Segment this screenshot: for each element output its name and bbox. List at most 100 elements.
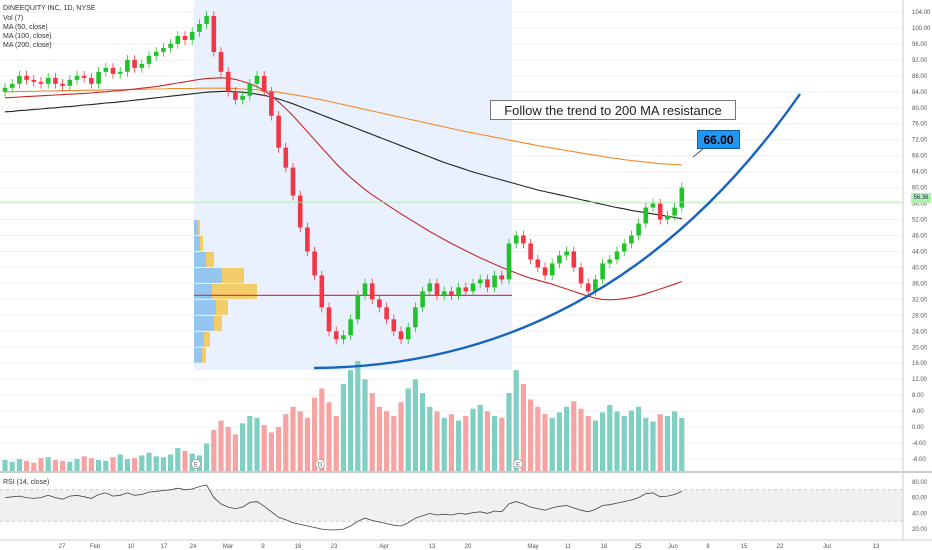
time-tick-label: 9 [261,544,265,550]
volume-bar [283,414,289,471]
volume-bar [247,416,253,471]
target-pointer [692,148,704,158]
candles [0,11,903,345]
volume-bar [499,417,505,471]
time-tick-label: 24 [190,544,197,550]
time-tick-label: Mar [223,544,233,550]
volume-bar [434,411,440,471]
price-tick-label: 12.00 [912,377,928,383]
volume-bar [513,370,519,471]
volume-bar [218,420,224,471]
time-tick-label: 17 [161,544,168,550]
candle-body [146,55,152,64]
candle-body [204,15,209,24]
candle-body [24,75,29,80]
volume-bar [333,416,339,471]
time-tick-label: May [527,544,538,550]
volume-bar [657,414,663,471]
volume-profile-buy [194,283,212,299]
event-marker [191,459,201,469]
volume-bar [578,408,584,471]
candle-body [621,243,627,252]
volume-bar [636,406,642,471]
candle-body [672,207,677,216]
candle-body [492,275,497,288]
volume-profile-buy [194,236,200,251]
candle-body [175,35,181,44]
volume-bar [261,425,267,471]
time-tick-label: 13 [873,544,880,550]
volume-bar [355,361,361,471]
time-tick-label: Apr [379,544,388,550]
volume-bar [520,383,526,471]
candle-body [218,51,224,72]
indicator-vol[interactable]: Vol (7) [3,15,24,22]
candle-body [528,243,533,260]
candle-body [110,67,116,74]
volume-bar [391,416,397,471]
rsi-label[interactable]: RSI (14, close) [3,479,50,486]
volume-profile-sell [202,347,206,363]
candle-body [96,71,101,84]
time-tick-label: Feb [90,544,101,550]
candle-body [348,319,353,336]
volume-bar [484,411,490,471]
indicator-ma50[interactable]: MA (50, close) [3,24,48,31]
volume-bar [441,417,447,471]
candle-body [103,67,109,72]
volume-bar [96,460,102,471]
candle-body [477,279,483,284]
candle-body [161,47,166,52]
candle-body [17,75,22,84]
time-tick-label: 13 [429,544,436,550]
volume-bar [24,460,30,471]
volume-bar [405,388,411,471]
candle-body [585,283,591,292]
time-tick-label: 23 [331,544,338,550]
time-tick-label: 15 [741,544,748,550]
price-tick-label: 4.00 [912,409,924,415]
volume-bar [268,432,274,471]
indicator-ma100[interactable]: MA (100, close) [3,33,52,40]
candle-body [657,203,663,220]
candle-body [643,207,649,224]
candle-body [391,319,397,332]
highlight-region [194,0,512,370]
target-price-label[interactable]: 66.00 [697,130,740,149]
price-tick-label: 92.00 [912,58,928,64]
volume-bar [304,417,310,471]
rsi-band [0,489,903,522]
volume-bar [492,416,498,471]
candle-body [607,259,613,264]
price-tick-label: 56.00 [912,202,928,208]
candle-body [679,187,685,208]
candle-body [67,79,73,86]
volume-bar [160,457,166,471]
trend-curve [313,93,801,370]
candle-body [470,283,476,292]
candle-body [9,83,15,88]
volume-bar [45,457,51,471]
volume-profile-buy [194,251,206,267]
volume-bar [31,462,37,471]
volume-profile-buy [194,347,202,363]
candle-body [571,251,577,268]
candle-body [506,243,512,280]
volume-bar [535,406,541,471]
volume-bar [225,427,231,471]
volume-bar [67,461,73,471]
volume-bar [369,393,375,471]
candle-body [499,275,505,280]
volume-profile-buy [194,299,216,315]
volume-profile-sell [204,331,210,347]
annotation-box[interactable]: Follow the trend to 200 MA resistance [490,100,736,120]
volume-profile-sell [206,251,214,267]
ma50-line [4,77,682,301]
time-tick-label: 22 [777,544,784,550]
volume-bar [124,459,130,471]
indicator-ma200[interactable]: MA (200, close) [3,42,52,49]
volume-bar [664,416,670,471]
volume-bar [542,414,548,471]
candle-body [254,75,260,84]
